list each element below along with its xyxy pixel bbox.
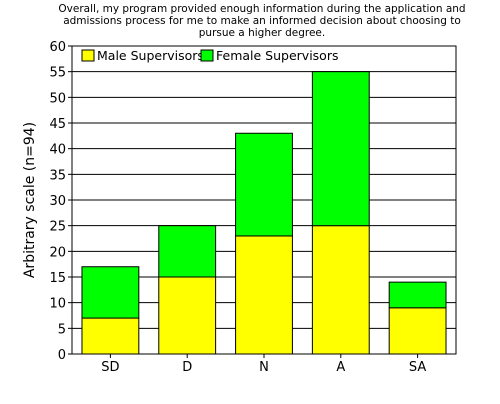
y-tick-label: 10: [49, 297, 66, 312]
y-tick-label: 30: [49, 194, 66, 209]
chart-title-line-1: Overall, my program provided enough info…: [58, 3, 465, 15]
bar-sd-series-0: [81, 317, 140, 355]
y-tick-label: 0: [58, 348, 66, 363]
x-tick-label: A: [336, 360, 345, 375]
y-tick-label: 25: [49, 220, 66, 235]
y-tick-label: 60: [49, 40, 66, 55]
y-tick-label: 50: [49, 91, 66, 106]
x-axis-ticks: SD D N A SA: [101, 354, 426, 375]
legend-label: Female Supervisors: [216, 48, 338, 63]
y-tick-label: 35: [49, 168, 66, 183]
bar-n-series-0: [235, 235, 293, 355]
y-tick-label: 5: [58, 322, 66, 337]
chart-title: Overall, my program provided enough info…: [58, 3, 465, 39]
bar-d-series-1: [158, 225, 217, 278]
y-tick-label: 45: [49, 117, 66, 132]
bar-sa-series-1: [388, 281, 447, 309]
legend-swatch: [200, 49, 214, 62]
y-tick-label: 20: [49, 245, 66, 260]
y-tick-label: 55: [49, 66, 66, 81]
chart-title-line-3: pursue a higher degree.: [199, 27, 325, 39]
legend-swatch: [81, 49, 95, 62]
x-tick-label: D: [182, 360, 192, 375]
x-tick-label: SA: [409, 360, 426, 375]
bar-sd-series-1: [81, 266, 140, 319]
bar-a-series-1: [311, 71, 370, 227]
x-tick-label: SD: [101, 360, 119, 375]
chart-title-line-2: admissions process for me to make an inf…: [63, 15, 461, 27]
bar-a-series-0: [311, 225, 370, 355]
bars: [81, 71, 447, 355]
x-tick-label: N: [259, 360, 269, 375]
y-tick-label: 15: [49, 271, 66, 286]
y-tick-label: 40: [49, 143, 66, 158]
bar-d-series-0: [158, 276, 217, 355]
legend-label: Male Supervisors: [97, 48, 204, 63]
bar-n-series-1: [235, 132, 293, 237]
y-axis-label: Arbitrary scale (n=94): [22, 122, 38, 278]
y-axis-ticks: 0 5 10 15 20 25 30 35 40 45 50 55 60: [49, 40, 72, 363]
bar-sa-series-0: [388, 307, 447, 355]
legend: Male Supervisors Female Supervisors: [81, 48, 338, 63]
